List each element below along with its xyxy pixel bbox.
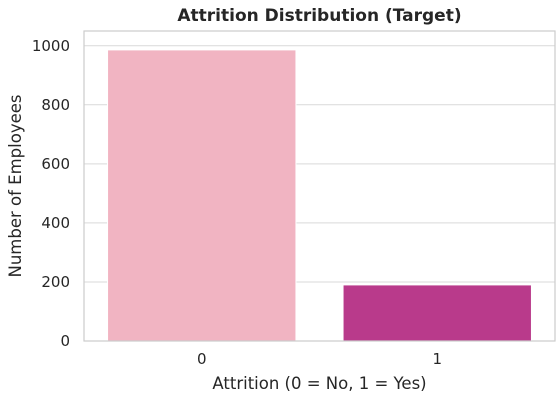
- y-tick-label: 600: [41, 155, 70, 173]
- chart-title: Attrition Distribution (Target): [177, 6, 461, 26]
- y-tick-label: 0: [60, 332, 70, 350]
- bar-0: [107, 49, 297, 342]
- y-tick-label: 400: [41, 214, 70, 232]
- y-axis-label: Number of Employees: [6, 95, 25, 278]
- y-tick-label: 800: [41, 96, 70, 114]
- bar-1: [342, 284, 532, 342]
- y-tick-label: 200: [41, 273, 70, 291]
- y-tick-label: 1000: [32, 37, 70, 55]
- y-tick-labels: 0 200 400 600 800 1000: [32, 37, 70, 350]
- plot-frame: [83, 30, 556, 342]
- x-axis-label: Attrition (0 = No, 1 = Yes): [212, 374, 426, 393]
- x-tick-label: 1: [432, 350, 442, 368]
- bars: [107, 49, 532, 342]
- x-tick-label: 0: [197, 350, 207, 368]
